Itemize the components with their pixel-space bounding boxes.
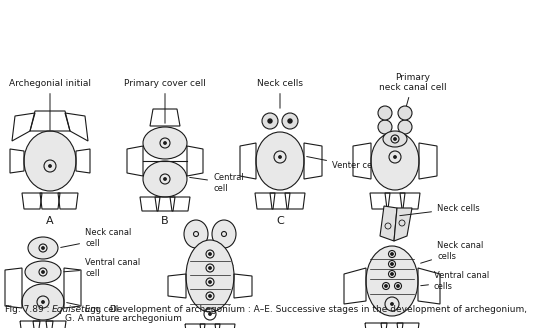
Text: A: A (46, 216, 54, 226)
Ellipse shape (398, 120, 412, 134)
Text: Neck cells: Neck cells (257, 79, 303, 108)
Circle shape (391, 273, 393, 275)
Text: Equisetum.: Equisetum. (52, 305, 103, 314)
Text: Ventral canal
cell: Ventral canal cell (64, 258, 140, 278)
Circle shape (42, 247, 44, 249)
Circle shape (49, 165, 51, 167)
Circle shape (394, 138, 396, 140)
Ellipse shape (28, 237, 58, 259)
Text: Development of archegonium : A–E. Successive stages in the development of archeg: Development of archegonium : A–E. Succes… (107, 305, 527, 314)
Circle shape (288, 119, 292, 123)
Circle shape (209, 253, 211, 255)
Text: Neck canal
cells: Neck canal cells (421, 241, 483, 263)
Circle shape (385, 285, 387, 287)
Ellipse shape (143, 161, 187, 197)
Ellipse shape (378, 106, 392, 120)
Ellipse shape (143, 127, 187, 159)
Ellipse shape (24, 131, 76, 191)
Circle shape (268, 119, 272, 123)
Ellipse shape (22, 284, 64, 320)
Circle shape (391, 303, 393, 305)
Ellipse shape (186, 240, 234, 312)
Circle shape (209, 281, 211, 283)
Circle shape (42, 271, 44, 273)
Ellipse shape (184, 220, 208, 248)
Circle shape (209, 313, 211, 315)
Ellipse shape (282, 113, 298, 129)
Circle shape (209, 295, 211, 297)
Text: Primary
neck canal cell: Primary neck canal cell (379, 72, 447, 108)
Text: Egg cell: Egg cell (67, 302, 118, 315)
Text: Fig. 7.89 :: Fig. 7.89 : (5, 305, 50, 314)
Ellipse shape (366, 246, 418, 316)
Text: Neck cells: Neck cells (400, 204, 480, 216)
Text: Neck canal
cell: Neck canal cell (61, 228, 132, 248)
Ellipse shape (212, 220, 236, 248)
Ellipse shape (383, 131, 407, 147)
Circle shape (391, 253, 393, 255)
Text: G. A mature archegonium: G. A mature archegonium (65, 314, 182, 323)
Ellipse shape (256, 132, 304, 190)
Circle shape (279, 156, 281, 158)
Ellipse shape (398, 106, 412, 120)
Circle shape (164, 178, 166, 180)
Ellipse shape (25, 261, 61, 283)
Text: Archegonial initial: Archegonial initial (9, 79, 91, 130)
Text: Primary cover cell: Primary cover cell (124, 79, 206, 123)
Circle shape (42, 301, 44, 303)
Text: D: D (391, 216, 399, 226)
Ellipse shape (378, 120, 392, 134)
Text: Ventral canal
cells: Ventral canal cells (421, 271, 489, 291)
Circle shape (209, 267, 211, 269)
Circle shape (397, 285, 399, 287)
Polygon shape (394, 208, 412, 241)
Text: Venter cell: Venter cell (307, 156, 377, 171)
Circle shape (391, 263, 393, 265)
Circle shape (164, 142, 166, 144)
Ellipse shape (262, 113, 278, 129)
Text: Central
cell: Central cell (190, 173, 244, 193)
Circle shape (394, 156, 396, 158)
Text: C: C (276, 216, 284, 226)
Polygon shape (380, 206, 397, 241)
Text: B: B (161, 216, 169, 226)
Ellipse shape (371, 132, 419, 190)
